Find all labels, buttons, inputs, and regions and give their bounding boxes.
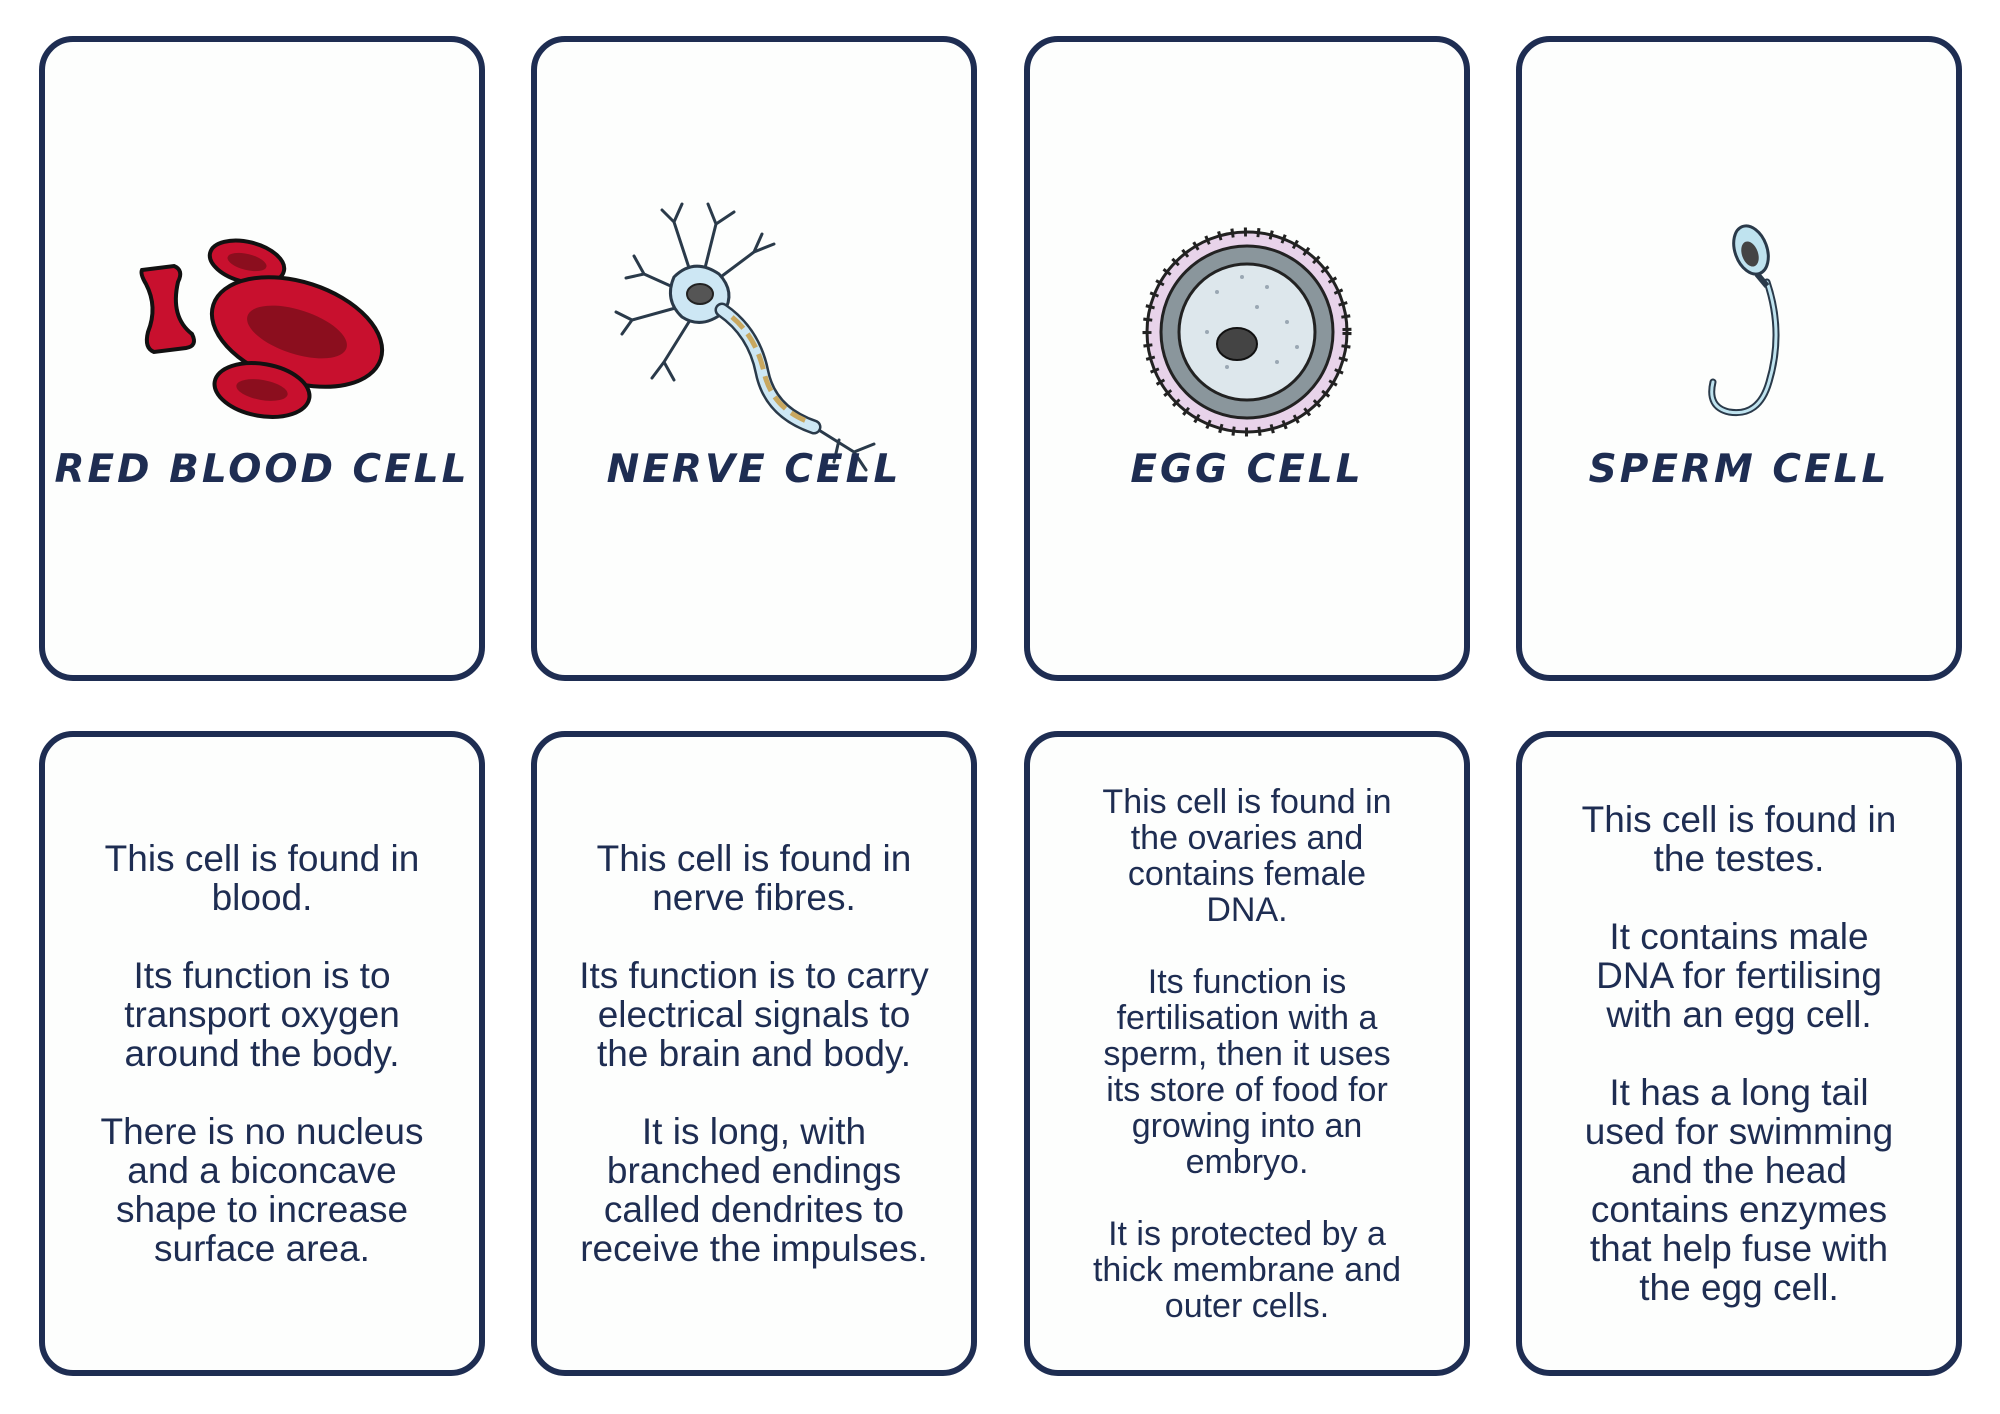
card-description: This cell is found in blood. Its functio… (100, 838, 424, 1269)
egg-cell-icon (1097, 182, 1397, 482)
description-card-nerve-cell: This cell is found in nerve fibres. Its … (531, 731, 977, 1376)
card-sperm-cell: SPERM CELL (1516, 36, 1962, 681)
card-red-blood-cell: RED BLOOD CELL (39, 36, 485, 681)
card-title: EGG CELL (1130, 447, 1364, 492)
nerve-cell-icon (604, 182, 904, 482)
card-title: NERVE CELL (606, 447, 902, 492)
description-card-sperm-cell: This cell is found in the testes. It con… (1516, 731, 1962, 1376)
card-nerve-cell: NERVE CELL (531, 36, 977, 681)
card-title: RED BLOOD CELL (54, 447, 470, 492)
card-description: This cell is found in the testes. It con… (1581, 799, 1897, 1308)
card-title: SPERM CELL (1588, 447, 1890, 492)
description-card-red-blood-cell: This cell is found in blood. Its functio… (39, 731, 485, 1376)
card-egg-cell: EGG CELL (1024, 36, 1470, 681)
description-card-egg-cell: This cell is found in the ovaries and co… (1024, 731, 1470, 1376)
card-description: This cell is found in the ovaries and co… (1092, 782, 1402, 1325)
card-description: This cell is found in nerve fibres. Its … (579, 838, 929, 1269)
red-blood-cell-icon (112, 182, 412, 482)
sperm-cell-icon (1589, 182, 1889, 482)
